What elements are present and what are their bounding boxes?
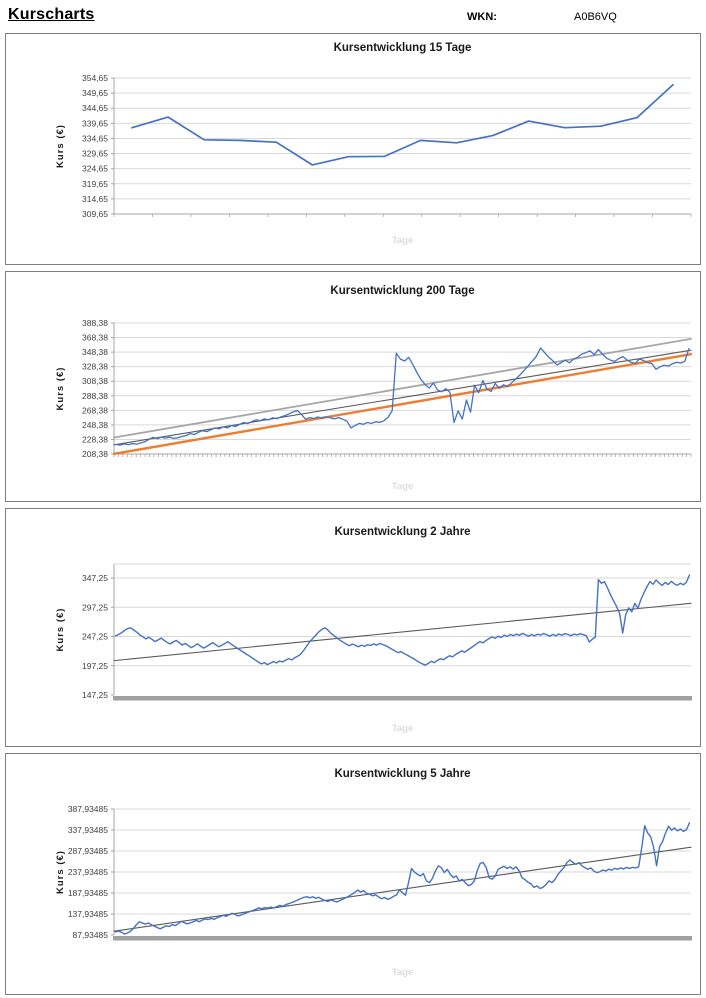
chart-title: Kursentwicklung 200 Tage	[330, 285, 474, 297]
trend-line-lower-channel	[112, 353, 693, 456]
y-axis-label: 344,65	[82, 103, 108, 113]
y-axis-label: 339,65	[82, 118, 108, 128]
y-axis-label: 208,38	[82, 449, 108, 459]
chart-15-tage: Kursentwicklung 15 Tage 354,65 349,65 344,6…	[55, 42, 692, 246]
y-axis-label: 187,93485	[68, 888, 108, 898]
y-axis-label: 237,93485	[68, 867, 108, 877]
y-axis-label: 248,38	[82, 420, 108, 430]
chart-section-200-tage: Kursentwicklung 200 Tage 388,38 368,38 348,…	[5, 271, 701, 502]
y-axis-label: 308,38	[82, 376, 108, 386]
x-axis-thick-bar	[113, 696, 692, 701]
y-axis-label: 388,38	[82, 318, 108, 328]
y-axis-title: Kurs (€)	[55, 367, 66, 411]
chart-section-2-jahre: Kursentwicklung 2 Jahre 347,25 297,25 247,2…	[5, 508, 701, 747]
chart-5-jahre: Kursentwicklung 5 Jahre 387,93485 337,9348…	[55, 768, 692, 978]
y-axis-label: 347,25	[82, 573, 108, 583]
y-axis-label: 147,25	[82, 690, 108, 700]
wkn-value: A0B6VQ	[574, 11, 617, 23]
chart-section-5-jahre: Kursentwicklung 5 Jahre 387,93485 337,9348…	[5, 753, 701, 995]
chart-section-15-tage: Kursentwicklung 15 Tage 354,65 349,65 344,6…	[5, 33, 701, 265]
y-axis-label: 349,65	[82, 88, 108, 98]
y-axis-label: 288,38	[82, 391, 108, 401]
price-line	[114, 574, 691, 666]
x-axis-watermark: Tage	[392, 235, 413, 246]
y-axis-label: 287,93485	[68, 846, 108, 856]
y-axis-label: 319,65	[82, 179, 108, 189]
y-axis-label: 334,65	[82, 133, 108, 143]
y-axis-label: 387,93485	[68, 804, 108, 814]
chart-title: Kursentwicklung 2 Jahre	[334, 526, 470, 538]
x-axis-thick-bar	[113, 936, 692, 941]
price-line	[115, 347, 690, 446]
price-line	[131, 83, 674, 166]
y-axis-title: Kurs (€)	[55, 124, 66, 168]
y-axis-title: Kurs (€)	[55, 608, 66, 652]
x-axis-watermark: Tage	[392, 723, 413, 734]
trend-line-trend	[113, 846, 692, 932]
chart-title: Kursentwicklung 15 Tage	[334, 42, 472, 54]
trend-line-upper-channel	[113, 338, 692, 439]
x-axis-watermark: Tage	[392, 967, 413, 978]
y-axis-label: 368,38	[82, 333, 108, 343]
y-axis-label: 329,65	[82, 149, 108, 159]
x-axis-watermark: Tage	[392, 481, 413, 492]
y-axis-label: 354,65	[82, 73, 108, 83]
y-axis-title: Kurs (€)	[55, 850, 66, 894]
wkn-label: WKN:	[467, 11, 497, 23]
y-axis-label: 348,38	[82, 347, 108, 357]
y-axis-label: 328,38	[82, 362, 108, 372]
y-axis-label: 337,93485	[68, 825, 108, 835]
y-axis-label: 137,93485	[68, 909, 108, 919]
y-axis-label: 297,25	[82, 602, 108, 612]
y-axis-label: 87,93485	[73, 930, 109, 940]
trend-line-mid-trend	[113, 349, 692, 446]
y-axis-label: 247,25	[82, 632, 108, 642]
chart-title: Kursentwicklung 5 Jahre	[334, 768, 470, 780]
trend-line-trend	[113, 602, 692, 662]
y-axis-label: 197,25	[82, 661, 108, 671]
y-axis-label: 228,38	[82, 434, 108, 444]
price-line	[114, 822, 691, 935]
chart-200-tage: Kursentwicklung 200 Tage 388,38 368,38 348,…	[55, 285, 693, 492]
y-axis-label: 314,65	[82, 194, 108, 204]
y-axis-label: 309,65	[82, 209, 108, 219]
y-axis-label: 268,38	[82, 405, 108, 415]
page-title: Kurscharts	[8, 6, 95, 23]
chart-2-jahre: Kursentwicklung 2 Jahre 347,25 297,25 247,2…	[55, 526, 692, 734]
y-axis-label: 324,65	[82, 164, 108, 174]
